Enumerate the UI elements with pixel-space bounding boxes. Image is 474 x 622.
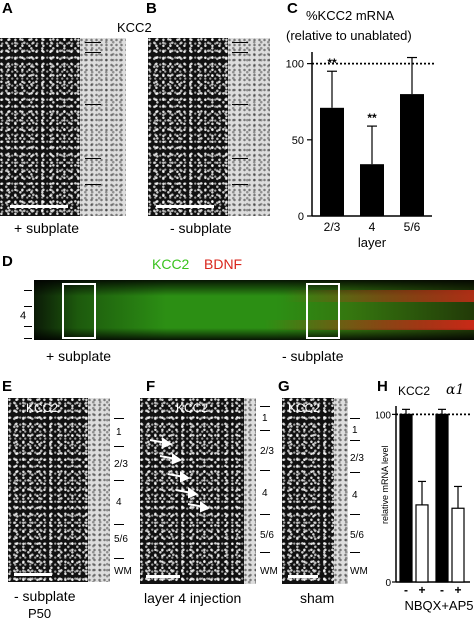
- y-tick-label: 50: [292, 135, 304, 147]
- y-tick-label: 0: [298, 211, 304, 223]
- x-axis-label: layer: [358, 235, 387, 250]
- y-axis-label: relative mRNA level: [380, 445, 390, 524]
- injection-arrows: [149, 437, 211, 513]
- significance-mark: **: [367, 111, 377, 125]
- scale-bar: [14, 573, 52, 576]
- chart-c-title-line1: %KCC2 mRNA: [306, 8, 395, 23]
- panel-f-label: layer 4 injection: [144, 590, 242, 606]
- panel-e-layer-4: 4: [116, 497, 122, 508]
- panel-f-layer-23: 2/3: [260, 446, 274, 457]
- x-tick-label: 4: [369, 220, 376, 234]
- bar: [415, 504, 429, 583]
- panel-b-nissl: [228, 38, 270, 216]
- panel-g-layer-56: 5/6: [350, 530, 364, 541]
- panel-f-layer-4: 4: [262, 488, 268, 499]
- panel-a-nissl: [80, 38, 126, 216]
- chart-c-title-line2: (relative to unablated): [286, 28, 412, 43]
- bar: [400, 94, 424, 216]
- y-tick-label: 0: [385, 578, 391, 589]
- panel-letter-g: G: [278, 378, 290, 395]
- x-tick-label: -: [404, 583, 408, 597]
- panel-b-micrograph: [148, 38, 228, 216]
- panel-g-micrograph: KCC2: [282, 398, 334, 584]
- panel-d-layer-mark: 4: [20, 310, 27, 322]
- bar: [435, 413, 449, 583]
- panel-letter-h: H: [377, 378, 388, 395]
- bar: [399, 413, 413, 583]
- panel-letter-f: F: [146, 378, 156, 395]
- chart-c: 0 50 100 ** 2/3 ** 4 5/6 layer: [286, 52, 436, 250]
- panel-e-layer-1: 1: [116, 427, 122, 438]
- panel-e-layer-56: 5/6: [114, 534, 128, 545]
- significance-mark: **: [327, 56, 337, 70]
- panel-f-layer-56: 5/6: [260, 530, 274, 541]
- panel-g-layer-wm: WM: [350, 566, 368, 577]
- panel-g-layer-1: 1: [352, 425, 358, 436]
- chart-h-group-alpha1: α1: [446, 382, 465, 398]
- x-tick-label: 2/3: [324, 220, 341, 234]
- scale-bar: [146, 575, 180, 578]
- scale-bar: [288, 575, 318, 578]
- panel-b-label: - subplate: [170, 220, 232, 236]
- panel-a-label: + subplate: [14, 220, 79, 236]
- panel-g-layer-4: 4: [352, 490, 358, 501]
- legend-bdnf: BDNF: [204, 256, 243, 272]
- x-tick-label: -: [440, 583, 444, 597]
- panel-g-label: sham: [300, 590, 335, 606]
- panel-g-layer-23: 2/3: [350, 453, 364, 464]
- x-tick-label: 5/6: [404, 220, 421, 234]
- panel-f-layer-1: 1: [262, 413, 268, 424]
- x-tick-label: +: [418, 583, 425, 597]
- panel-e-header: KCC2: [26, 401, 59, 415]
- y-tick-label: 100: [376, 410, 391, 421]
- panel-e-label: - subplate: [14, 588, 76, 604]
- panel-g-nissl: [334, 398, 348, 584]
- panel-letter-e: E: [2, 378, 13, 395]
- bar: [320, 107, 344, 216]
- bar: [451, 507, 465, 583]
- panel-e-sublabel: P50: [28, 606, 52, 621]
- panel-a-micrograph: [0, 38, 80, 216]
- panel-d-right-label: - subplate: [282, 348, 344, 364]
- panel-d-fluorescence: [34, 280, 474, 340]
- panel-letter-c: C: [287, 0, 298, 17]
- panel-e-micrograph: KCC2: [8, 398, 88, 582]
- panel-g-header: KCC2: [288, 401, 321, 415]
- panel-d-left-label: + subplate: [46, 348, 111, 364]
- bar: [360, 164, 384, 216]
- x-tick-label: +: [454, 583, 461, 597]
- panel-f-micrograph: KCC2: [140, 398, 244, 584]
- panel-f-nissl: [244, 398, 256, 584]
- panel-letter-d: D: [2, 253, 13, 270]
- scale-bar: [10, 205, 68, 208]
- roi-box-right: [306, 283, 340, 339]
- panel-e-nissl: [88, 398, 110, 582]
- chart-h-group-kcc2: KCC2: [398, 384, 431, 398]
- panel-letter-a: A: [2, 0, 13, 17]
- y-tick-label: 100: [286, 59, 304, 71]
- panel-e-layer-23: 2/3: [114, 459, 128, 470]
- kcc2-header: KCC2: [117, 20, 152, 35]
- panel-letter-b: B: [146, 0, 157, 17]
- roi-box-left: [62, 283, 96, 339]
- scale-bar: [156, 205, 214, 208]
- panel-f-header: KCC2: [176, 401, 209, 415]
- x-axis-label: NBQX+AP5: [404, 598, 473, 613]
- legend-kcc2: KCC2: [152, 256, 190, 272]
- panel-f-layer-wm: WM: [260, 566, 278, 577]
- panel-e-layer-wm: WM: [114, 566, 132, 577]
